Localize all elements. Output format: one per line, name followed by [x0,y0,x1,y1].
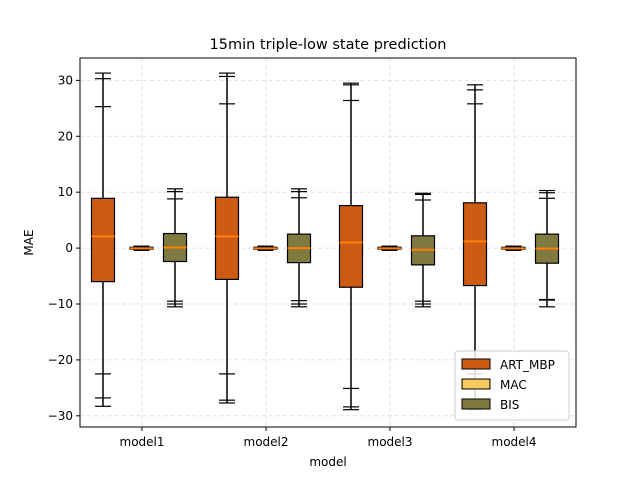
y-axis-label: MAE [22,229,36,255]
box-body [462,202,488,287]
legend-swatch [461,398,491,410]
y-tick-label: 30 [58,73,73,87]
chart-title: 15min triple-low state prediction [210,37,447,53]
x-tick-label: model4 [492,435,537,449]
box-MAC-model1 [129,245,154,251]
y-tick-label: −20 [48,353,73,367]
box-BIS-model4 [534,189,560,308]
x-tick-label: model3 [368,435,413,449]
legend-item-ART_MBP: ART_MBP [461,358,555,372]
legend-label: ART_MBP [500,358,555,372]
box-ART_MBP-model3 [338,82,364,411]
legend-item-BIS: BIS [461,398,519,412]
legend-label: MAC [500,378,527,392]
box-BIS-model3 [410,192,436,308]
y-tick-label: 10 [58,185,73,199]
box-BIS-model1 [162,188,188,308]
box-body [214,196,240,281]
box-ART_MBP-model1 [90,72,116,407]
box-MAC-model3 [377,245,402,251]
legend-swatch [461,378,491,390]
axes: −30 −20 −10 0 10 20 30 model1 model2 model3 model4 [48,73,537,449]
boxplot-marks [90,72,560,411]
box-BIS-model2 [286,188,312,308]
y-tick-label: −30 [48,409,73,423]
x-axis-label: model [309,455,346,469]
legend: ART_MBP MAC BIS [454,350,570,421]
box-body [338,205,364,288]
box-MAC-model2 [253,245,278,251]
x-tick-label: model1 [120,435,165,449]
box-ART_MBP-model2 [214,72,240,404]
y-tick-label: 20 [58,129,73,143]
y-tick-label: 0 [65,241,73,255]
legend-item-MAC: MAC [461,378,527,392]
plot-frame [79,57,577,428]
legend-swatch [461,358,491,370]
box-body [90,197,116,283]
y-tick-label: −10 [48,297,73,311]
box-MAC-model4 [501,245,526,251]
legend-label: BIS [500,398,519,412]
x-tick-label: model2 [244,435,289,449]
